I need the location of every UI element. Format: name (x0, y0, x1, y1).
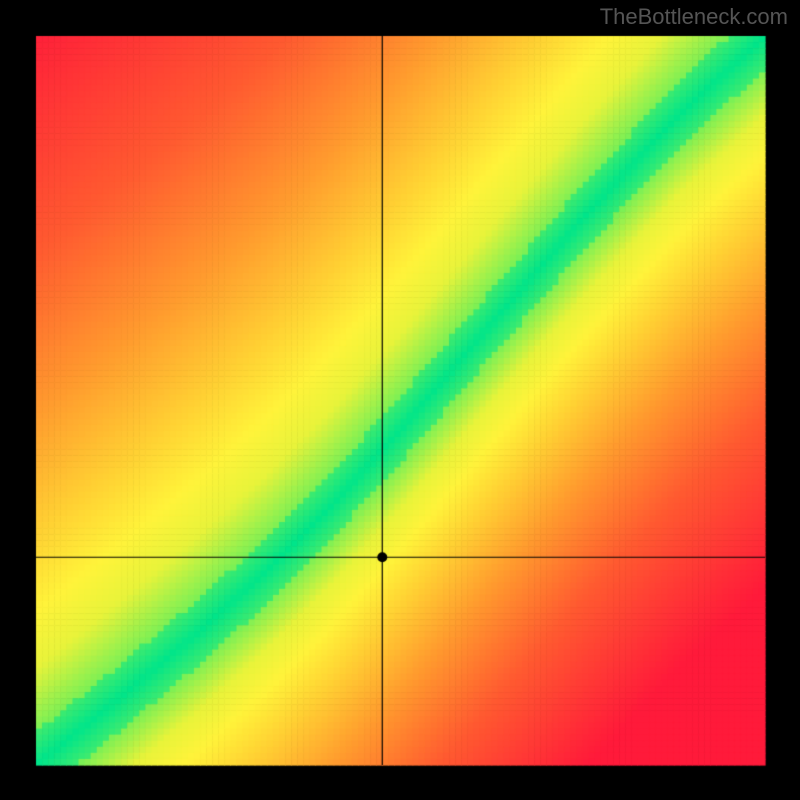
bottleneck-heatmap (0, 0, 800, 800)
watermark-label: TheBottleneck.com (600, 4, 788, 30)
